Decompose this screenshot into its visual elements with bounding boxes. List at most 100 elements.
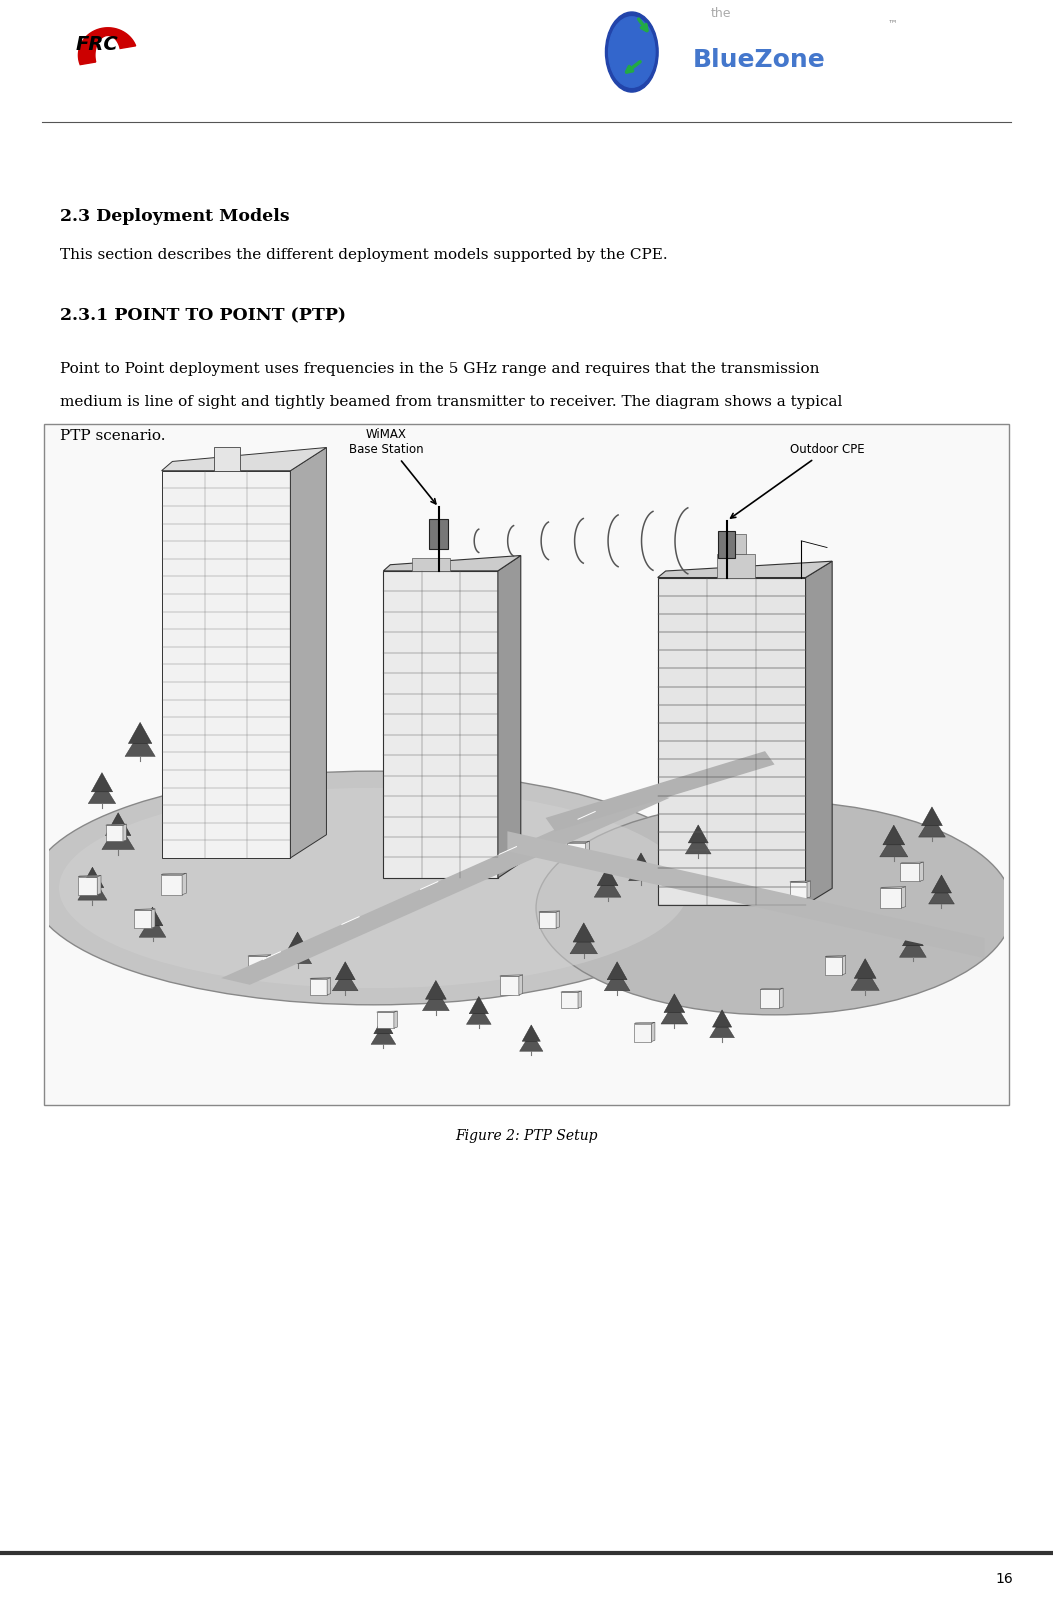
Polygon shape <box>97 876 101 895</box>
Polygon shape <box>713 1010 732 1028</box>
Text: Outdoor CPE: Outdoor CPE <box>731 443 865 519</box>
Polygon shape <box>567 842 585 861</box>
Text: ™: ™ <box>888 18 897 29</box>
Polygon shape <box>470 996 489 1013</box>
Polygon shape <box>430 519 449 549</box>
Polygon shape <box>539 913 556 929</box>
Polygon shape <box>779 988 783 1009</box>
Polygon shape <box>807 881 811 898</box>
Polygon shape <box>498 556 521 877</box>
Polygon shape <box>634 1023 652 1042</box>
Ellipse shape <box>59 788 689 988</box>
Polygon shape <box>686 833 711 853</box>
Polygon shape <box>78 877 97 895</box>
Text: FRC: FRC <box>76 35 119 53</box>
Polygon shape <box>851 967 879 991</box>
Polygon shape <box>394 1012 397 1028</box>
Polygon shape <box>710 1018 734 1037</box>
Polygon shape <box>901 887 906 908</box>
Polygon shape <box>919 861 923 881</box>
Polygon shape <box>139 916 166 937</box>
Polygon shape <box>882 825 905 845</box>
Polygon shape <box>286 932 309 951</box>
Polygon shape <box>466 1004 491 1025</box>
Polygon shape <box>161 471 291 858</box>
Polygon shape <box>374 1017 393 1034</box>
Text: BlueZone: BlueZone <box>693 48 826 72</box>
Polygon shape <box>310 978 327 994</box>
Polygon shape <box>267 954 271 975</box>
Polygon shape <box>658 578 806 905</box>
Polygon shape <box>629 861 653 881</box>
Polygon shape <box>383 556 521 572</box>
Polygon shape <box>247 956 267 975</box>
Bar <box>44 424 1009 1105</box>
Polygon shape <box>412 557 451 572</box>
Polygon shape <box>556 911 559 929</box>
Polygon shape <box>422 989 450 1010</box>
Polygon shape <box>519 975 522 994</box>
Text: medium is line of sight and tightly beamed from transmitter to receiver. The dia: medium is line of sight and tightly beam… <box>60 395 842 410</box>
Polygon shape <box>142 908 163 925</box>
Text: WiMAX
Base Station: WiMAX Base Station <box>349 427 436 504</box>
Polygon shape <box>570 932 597 954</box>
Text: PTP scenario.: PTP scenario. <box>60 429 165 443</box>
Text: Point to Point deployment uses frequencies in the 5 GHz range and requires that : Point to Point deployment uses frequenci… <box>60 362 819 376</box>
Text: the: the <box>711 6 731 19</box>
Polygon shape <box>291 448 326 858</box>
Polygon shape <box>689 825 709 842</box>
Polygon shape <box>125 732 155 756</box>
Polygon shape <box>425 980 446 999</box>
Polygon shape <box>608 962 628 980</box>
Polygon shape <box>123 825 126 841</box>
Polygon shape <box>879 834 908 857</box>
Polygon shape <box>880 889 901 908</box>
Polygon shape <box>545 751 775 831</box>
Text: This section describes the different deployment models supported by the CPE.: This section describes the different dep… <box>60 248 668 263</box>
Polygon shape <box>718 532 735 557</box>
Polygon shape <box>585 841 590 861</box>
Polygon shape <box>88 781 116 804</box>
Polygon shape <box>790 882 807 898</box>
Polygon shape <box>652 1023 655 1042</box>
Polygon shape <box>632 853 651 871</box>
Polygon shape <box>573 922 595 941</box>
Polygon shape <box>594 876 621 897</box>
Polygon shape <box>105 825 123 841</box>
Polygon shape <box>161 448 326 471</box>
Polygon shape <box>604 970 630 991</box>
Polygon shape <box>561 993 578 1009</box>
Polygon shape <box>929 884 954 905</box>
Polygon shape <box>597 868 618 885</box>
Text: 2.3.1 POINT TO POINT (PTP): 2.3.1 POINT TO POINT (PTP) <box>60 307 346 325</box>
Polygon shape <box>78 876 107 900</box>
Polygon shape <box>371 1025 396 1044</box>
Polygon shape <box>918 815 946 837</box>
Polygon shape <box>806 562 832 905</box>
Polygon shape <box>842 956 846 975</box>
Polygon shape <box>727 535 746 554</box>
Polygon shape <box>717 554 755 578</box>
Polygon shape <box>335 962 355 980</box>
Polygon shape <box>826 957 842 975</box>
Polygon shape <box>661 1002 688 1025</box>
Polygon shape <box>522 1025 540 1041</box>
Polygon shape <box>519 1033 543 1052</box>
Polygon shape <box>221 791 670 985</box>
Polygon shape <box>78 27 136 64</box>
Polygon shape <box>128 722 152 743</box>
Circle shape <box>609 18 655 88</box>
Polygon shape <box>105 813 131 836</box>
Polygon shape <box>899 935 927 957</box>
Polygon shape <box>658 562 832 578</box>
Polygon shape <box>135 909 152 929</box>
Polygon shape <box>902 927 923 946</box>
Polygon shape <box>92 773 113 792</box>
Polygon shape <box>283 941 312 964</box>
Polygon shape <box>854 959 876 978</box>
Polygon shape <box>377 1012 394 1028</box>
Polygon shape <box>578 991 581 1009</box>
Polygon shape <box>81 868 104 887</box>
Polygon shape <box>900 863 919 881</box>
Polygon shape <box>214 447 240 471</box>
